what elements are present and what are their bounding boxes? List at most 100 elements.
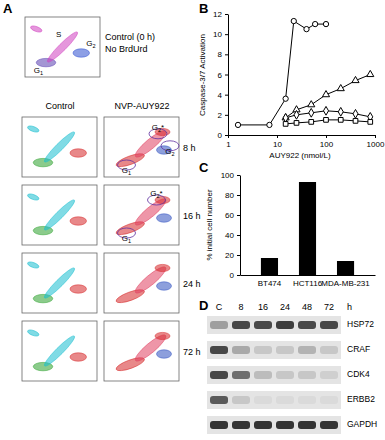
cell-cloud — [70, 149, 87, 157]
flow-plot — [22, 185, 97, 245]
band — [210, 421, 228, 429]
band — [210, 396, 228, 404]
tick: 4 — [218, 91, 228, 100]
marker — [283, 113, 288, 122]
tick-mark — [225, 115, 228, 116]
plot-area — [261, 182, 354, 275]
label: No BrdUrd — [105, 44, 148, 54]
plot-frame — [104, 185, 179, 245]
label: S — [56, 30, 61, 39]
tick: 100 — [320, 135, 334, 149]
marker — [294, 110, 299, 119]
blot-strip — [207, 316, 341, 334]
band — [232, 371, 250, 379]
band — [320, 321, 338, 329]
blot-strip — [207, 341, 341, 359]
series-line — [286, 75, 371, 118]
tick-label: 0 — [230, 271, 235, 280]
bar — [299, 182, 316, 275]
panel-letter: A — [3, 1, 13, 16]
cell-cloud — [155, 332, 170, 339]
flow-plot — [104, 321, 179, 381]
marker — [322, 91, 329, 97]
tick-mark — [237, 215, 240, 216]
band — [320, 346, 338, 354]
cell-cloud — [157, 282, 172, 290]
label: G2 — [165, 147, 174, 157]
tick-mark — [225, 95, 228, 96]
cell-cloud — [157, 214, 172, 222]
tick: 6 — [218, 71, 228, 80]
tick: 80 — [225, 191, 240, 200]
tick: 1 — [226, 135, 231, 149]
tick: 60 — [225, 211, 240, 220]
band — [254, 421, 272, 429]
lane-label: 8 — [238, 302, 243, 312]
tick-label: 6 — [218, 71, 223, 80]
flow-plot — [22, 117, 97, 177]
marker — [291, 18, 296, 23]
plot-frame — [104, 253, 179, 313]
marker — [368, 120, 373, 125]
band — [298, 421, 316, 429]
marker — [323, 21, 328, 26]
band — [276, 396, 294, 404]
marker — [309, 108, 314, 117]
band — [276, 321, 294, 329]
band — [320, 371, 338, 379]
tick-label: BT474 — [258, 279, 282, 288]
tick-label: 80 — [225, 191, 234, 200]
tick-mark — [237, 175, 240, 176]
time-label: 72 h — [183, 347, 201, 357]
tick-label: 100 — [320, 140, 334, 149]
tick-label: 20 — [225, 251, 234, 260]
band — [276, 421, 294, 429]
band — [210, 371, 228, 379]
band — [320, 421, 338, 429]
label: G1 — [122, 234, 131, 244]
band — [232, 321, 250, 329]
plot-frame — [104, 117, 179, 177]
band — [210, 346, 228, 354]
blot-strip — [207, 366, 341, 384]
tick-mark — [228, 135, 229, 138]
band — [276, 371, 294, 379]
flow-plot — [22, 321, 97, 381]
tick-label: 12 — [213, 10, 222, 19]
cell-cloud — [30, 25, 43, 34]
panel-d: DC816244872hHSP72CRAFCDK4ERBB2GAPDH — [199, 298, 377, 434]
blot-strip — [207, 416, 341, 434]
axis-title: % initial cell number — [205, 189, 214, 260]
tick: HCT116 — [293, 275, 323, 288]
flow-plot: G2*G1 — [104, 185, 179, 245]
marker — [353, 109, 358, 118]
flow-plot: G2*G2G1 — [104, 117, 179, 177]
lane-label: 48 — [302, 302, 312, 312]
marker — [352, 76, 359, 82]
tick: 1000 — [367, 135, 385, 149]
plot-frame — [22, 117, 97, 177]
marker — [308, 101, 315, 107]
axis-title: Caspase-3/7 Activation — [198, 34, 207, 116]
chart: C020406080100% initial cell numberBT474H… — [199, 160, 376, 288]
tick-mark — [326, 135, 327, 138]
band — [320, 396, 338, 404]
tick-label: 10 — [213, 30, 222, 39]
tick-label: 100 — [221, 171, 235, 180]
lane-label: 16 — [258, 302, 268, 312]
band — [254, 346, 272, 354]
tick-mark — [237, 275, 240, 276]
cell-cloud — [42, 130, 77, 165]
axis: 024681012 — [213, 10, 228, 140]
axis-line — [240, 176, 241, 276]
band — [254, 396, 272, 404]
plot-frame — [25, 17, 100, 77]
marker — [312, 21, 317, 26]
marker — [309, 120, 314, 125]
marker — [338, 107, 343, 116]
axis: 1101001000 — [226, 135, 385, 149]
tick-mark — [225, 54, 228, 55]
tick: 0 — [230, 271, 240, 280]
marker — [283, 96, 288, 101]
lane-label: 24 — [280, 302, 290, 312]
